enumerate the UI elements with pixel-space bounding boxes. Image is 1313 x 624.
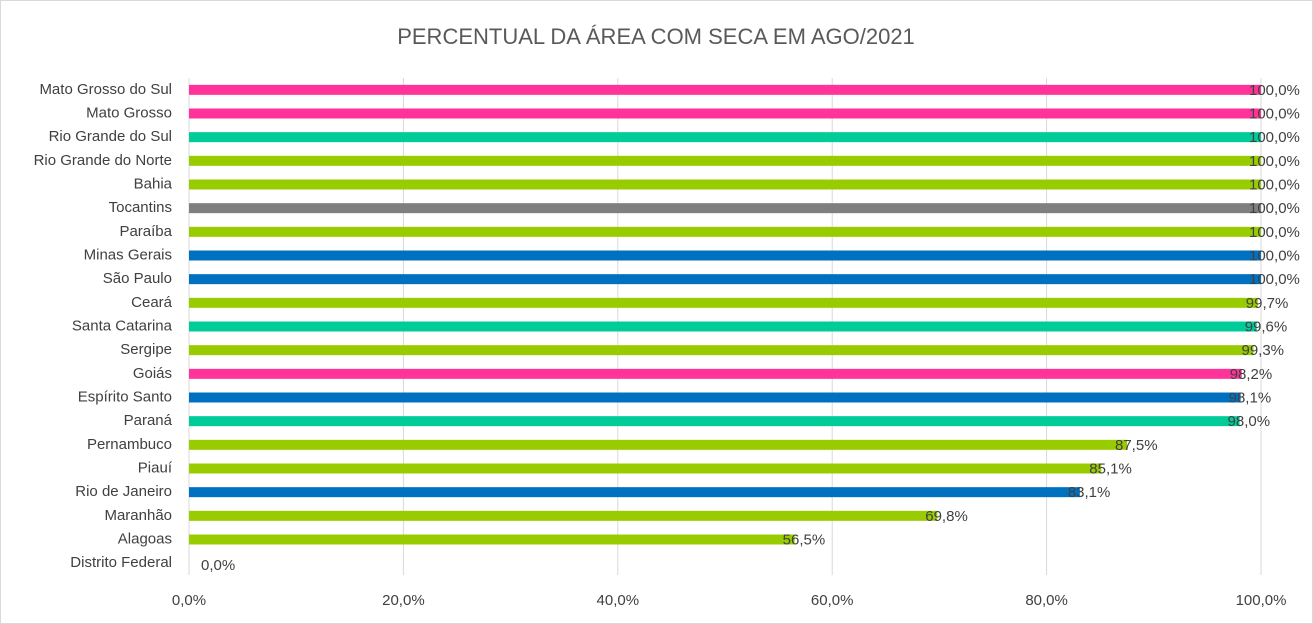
y-tick-label: Bahia <box>134 175 173 192</box>
y-tick-label: Minas Gerais <box>84 246 172 263</box>
bar <box>189 439 1127 450</box>
bar <box>189 392 1241 403</box>
bar <box>189 203 1261 214</box>
y-tick-label: Maranhão <box>104 507 172 524</box>
data-label: 100,0% <box>1249 271 1300 288</box>
y-tick-label: São Paulo <box>103 270 172 287</box>
y-tick-label: Rio de Janeiro <box>75 483 172 500</box>
data-label: 83,1% <box>1068 484 1111 501</box>
data-label: 0,0% <box>201 557 235 574</box>
y-tick-label: Goiás <box>133 365 172 382</box>
y-tick-label: Espírito Santo <box>78 388 172 405</box>
data-label: 99,6% <box>1245 318 1288 335</box>
x-tick-label: 0,0% <box>172 592 206 609</box>
y-tick-label: Mato Grosso do Sul <box>39 81 172 98</box>
bar <box>189 463 1102 474</box>
y-tick-label: Rio Grande do Sul <box>49 128 172 145</box>
x-tick-label: 60,0% <box>811 592 854 609</box>
bar <box>189 368 1242 379</box>
y-tick-label: Tocantins <box>109 199 172 216</box>
data-label: 100,0% <box>1249 129 1300 146</box>
x-tick-label: 20,0% <box>382 592 425 609</box>
chart-title: PERCENTUAL DA ÁREA COM SECA EM AGO/2021 <box>397 24 915 49</box>
bar <box>189 132 1261 143</box>
y-tick-label: Paraíba <box>119 223 172 240</box>
bar <box>189 108 1261 119</box>
y-tick-label: Distrito Federal <box>70 554 172 571</box>
data-label: 100,0% <box>1249 153 1300 170</box>
data-label: 98,0% <box>1228 413 1271 430</box>
y-tick-label: Rio Grande do Norte <box>34 152 172 169</box>
y-tick-label: Piauí <box>138 459 173 476</box>
data-label: 100,0% <box>1249 105 1300 122</box>
x-tick-label: 80,0% <box>1025 592 1068 609</box>
data-label: 100,0% <box>1249 224 1300 241</box>
data-label: 100,0% <box>1249 247 1300 264</box>
data-label: 98,2% <box>1230 366 1273 383</box>
y-tick-label: Paraná <box>124 412 173 429</box>
y-tick-label: Alagoas <box>118 530 172 547</box>
bar <box>189 416 1240 427</box>
data-label: 69,8% <box>925 508 968 525</box>
bar <box>189 321 1257 332</box>
data-label: 99,7% <box>1246 295 1289 312</box>
y-tick-label: Sergipe <box>120 341 172 358</box>
bar <box>189 179 1261 190</box>
bar <box>189 84 1261 95</box>
data-label: 98,1% <box>1229 389 1272 406</box>
data-label: 99,3% <box>1241 342 1284 359</box>
data-label: 100,0% <box>1249 176 1300 193</box>
bar <box>189 297 1258 308</box>
y-tick-label: Ceará <box>131 294 173 311</box>
data-label: 87,5% <box>1115 437 1158 454</box>
data-label: 56,5% <box>783 531 826 548</box>
data-label: 100,0% <box>1249 82 1300 99</box>
bar <box>189 155 1261 166</box>
data-label: 100,0% <box>1249 200 1300 217</box>
x-tick-label: 100,0% <box>1236 592 1287 609</box>
bar <box>189 510 938 521</box>
bar <box>189 226 1261 237</box>
y-tick-label: Mato Grosso <box>86 104 172 121</box>
bar <box>189 534 795 545</box>
bar <box>189 487 1080 498</box>
bar <box>189 250 1261 261</box>
bar <box>189 345 1254 356</box>
bar <box>189 274 1261 285</box>
y-tick-label: Santa Catarina <box>72 317 173 334</box>
data-label: 85,1% <box>1089 460 1132 477</box>
x-tick-label: 40,0% <box>597 592 640 609</box>
y-tick-label: Pernambuco <box>87 436 172 453</box>
